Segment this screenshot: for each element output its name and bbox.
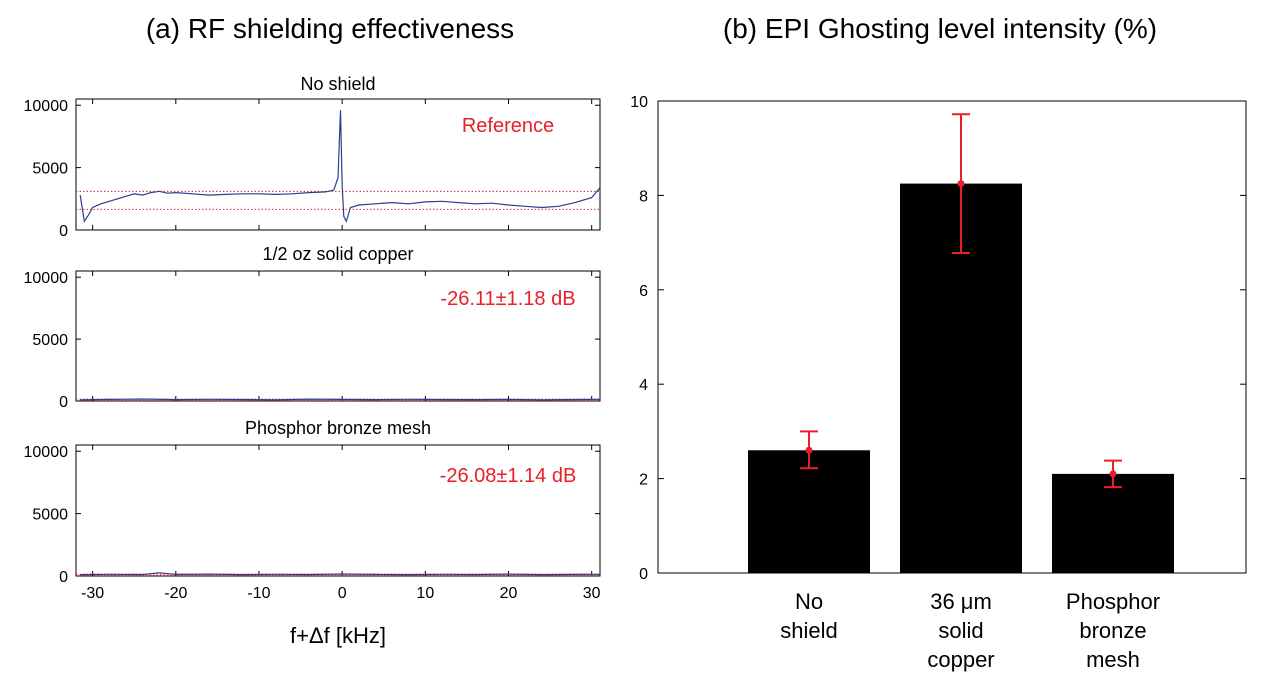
y-tick-label: 5000 xyxy=(32,161,68,178)
y-tick-label: 10000 xyxy=(24,444,69,461)
panel-b-epi-ghosting: (b) EPI Ghosting level intensity (%) 0 2 4… xyxy=(630,13,1247,672)
x-tick-label: 20 xyxy=(500,585,518,602)
y-tick-label: 5000 xyxy=(32,507,68,524)
bar xyxy=(748,450,870,573)
category-label: Phosphor bronze mesh xyxy=(1066,589,1160,672)
mean-marker xyxy=(805,446,813,454)
y-tick-label: 0 xyxy=(59,223,68,240)
y-tick-label: 4 xyxy=(639,377,648,394)
subplot-annotation: Reference xyxy=(462,115,554,137)
y-tick-label: 10000 xyxy=(24,270,69,287)
subplot-solid-copper: 0 5000 10000 1/2 oz solid copper -26.11±1.18… xyxy=(24,244,601,411)
subplot-annotation: -26.08±1.14 dB xyxy=(440,465,577,487)
y-tick-label: 8 xyxy=(639,188,648,205)
subplot-annotation: -26.11±1.18 dB xyxy=(440,288,575,310)
y-tick-label: 2 xyxy=(639,472,648,489)
subplot-title: Phosphor bronze mesh xyxy=(245,418,431,438)
x-tick-label: 0 xyxy=(338,585,347,602)
axes-frame xyxy=(75,98,601,231)
subplot-phosphor-bronze-mesh: 0 5000 10000 -30 -20 -10 0 10 20 30 Phosphor bronz… xyxy=(24,418,601,602)
y-tick-label: 10 xyxy=(630,94,648,111)
spectrum-trace xyxy=(80,398,601,401)
y-tick-label: 6 xyxy=(639,283,648,300)
y-tick-label: 0 xyxy=(639,566,648,583)
x-tick-label: -10 xyxy=(247,585,270,602)
spectrum-trace xyxy=(80,572,601,576)
x-axis-label: f+Δf [kHz] xyxy=(290,623,386,648)
panel-a-title: (a) RF shielding effectiveness xyxy=(146,13,514,44)
y-tick-label: 5000 xyxy=(32,332,68,349)
spectrum-trace xyxy=(79,110,601,223)
category-label: 36 μm solid copper xyxy=(927,589,994,672)
category-label: No shield xyxy=(780,589,837,643)
subplot-title: No shield xyxy=(300,74,375,94)
bar xyxy=(1052,473,1174,573)
mean-marker xyxy=(957,180,965,188)
y-tick-label: 10000 xyxy=(24,98,69,115)
axes-frame xyxy=(75,444,601,577)
y-tick-label: 0 xyxy=(59,569,68,586)
y-tick-label: 0 xyxy=(59,394,68,411)
axes-frame xyxy=(75,270,601,402)
subplot-title: 1/2 oz solid copper xyxy=(262,244,413,264)
x-tick-label: -30 xyxy=(81,585,104,602)
panel-a-rf-shielding: (a) RF shielding effectiveness 050001000… xyxy=(24,13,601,648)
x-tick-label: 10 xyxy=(416,585,434,602)
x-tick-label: 30 xyxy=(583,585,601,602)
subplot-no-shield: 0 5000 10000 No shield Reference xyxy=(24,74,601,240)
panel-b-title: (b) EPI Ghosting level intensity (%) xyxy=(723,13,1157,44)
mean-marker xyxy=(1109,470,1117,478)
x-tick-label: -20 xyxy=(164,585,187,602)
